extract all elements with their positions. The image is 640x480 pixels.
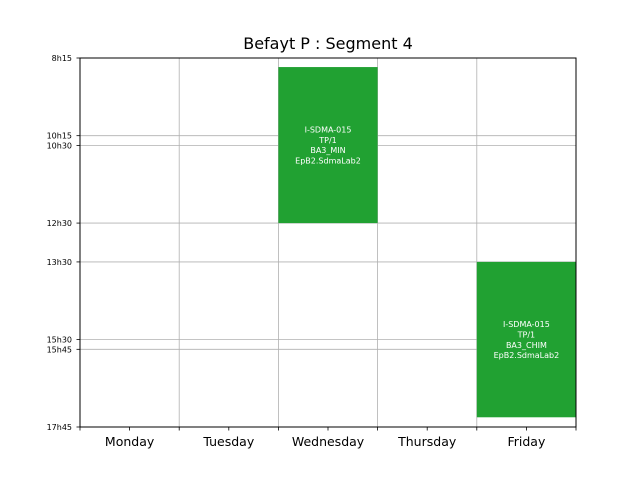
day-label-tuesday: Tuesday [202,434,254,449]
course-block-label: EpB2.SdmaLab2 [295,157,361,166]
day-label-wednesday: Wednesday [292,434,365,449]
y-tick-label: 8h15 [52,54,72,63]
course-block-rect [278,67,378,224]
y-tick-label: 12h30 [47,219,72,228]
course-block-label: EpB2.SdmaLab2 [494,351,560,360]
y-tick-label: 17h45 [47,423,72,432]
y-tick-label: 10h15 [47,132,72,141]
course-block-rect [476,261,576,418]
y-tick-label: 13h30 [47,258,72,267]
course-block-label: BA3_CHIM [506,341,547,350]
events: I-SDMA-015TP/1BA3_MINEpB2.SdmaLab2I-SDMA… [278,67,576,418]
y-tick-label: 10h30 [47,141,72,150]
chart-title: Befayt P : Segment 4 [243,34,413,53]
course-block-label: BA3_MIN [310,146,345,155]
day-label-friday: Friday [507,434,545,449]
course-block-label: TP/1 [318,136,337,145]
course-block-label: I-SDMA-015 [503,320,550,329]
course-block-label: TP/1 [517,330,536,339]
day-label-monday: Monday [105,434,155,449]
y-tick-label: 15h30 [47,336,72,345]
course-block-label: I-SDMA-015 [305,126,352,135]
y-tick-label: 15h45 [47,345,72,354]
day-label-thursday: Thursday [397,434,457,449]
